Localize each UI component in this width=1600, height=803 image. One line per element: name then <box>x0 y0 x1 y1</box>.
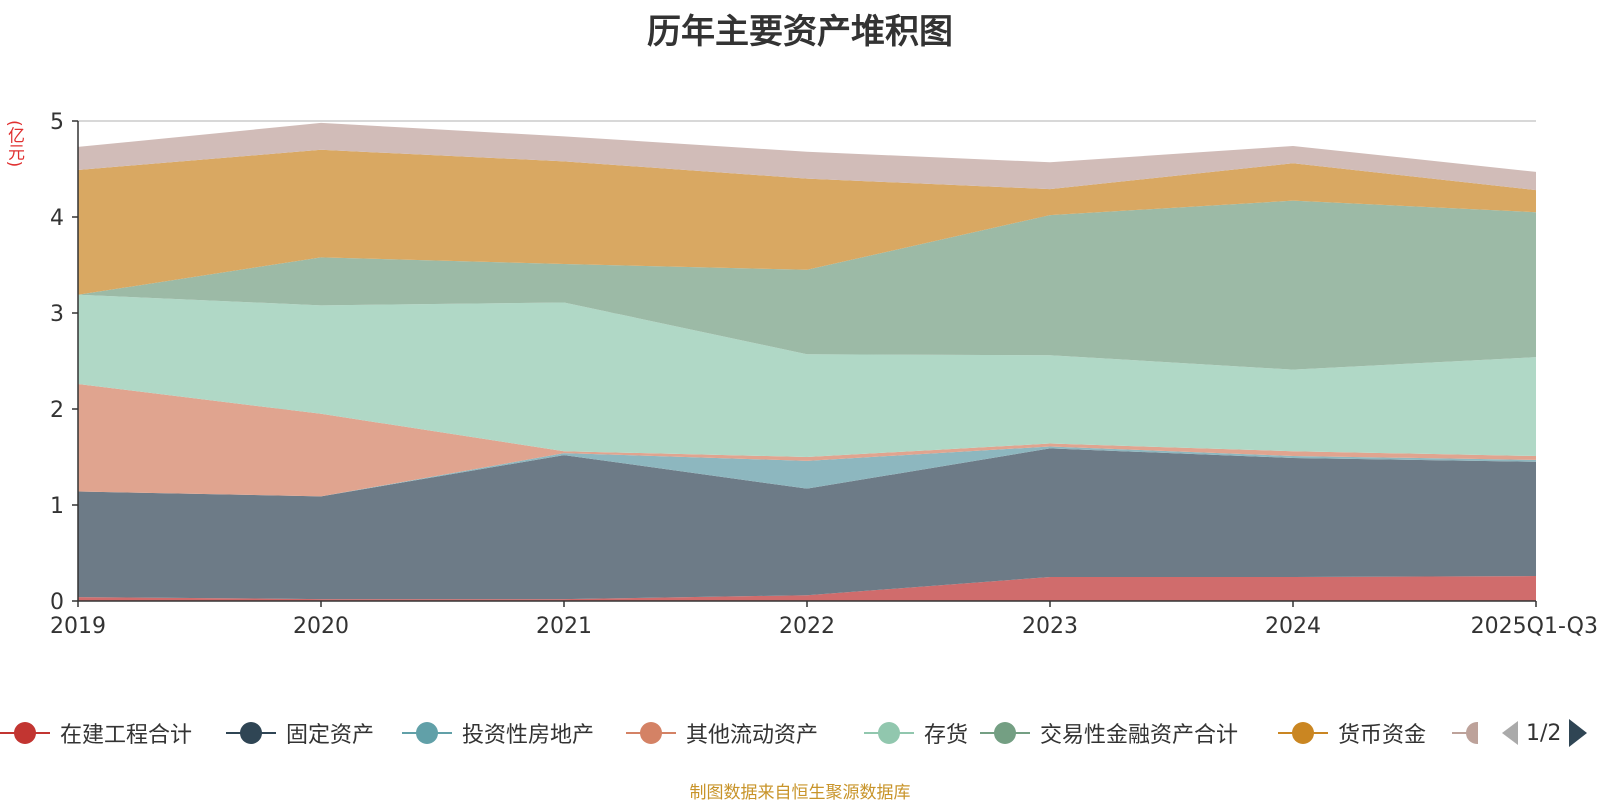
legend-label: 投资性房地产 <box>462 723 595 748</box>
legend-marker-icon <box>864 722 914 744</box>
y-tick-label: 2 <box>50 398 64 423</box>
triangle-left-icon[interactable] <box>1500 719 1520 747</box>
y-tick-label: 0 <box>50 590 64 615</box>
y-tick-label: 1 <box>50 494 64 519</box>
legend-label: 在建工程合计 <box>60 723 193 748</box>
legend-pager: 1/2 <box>1500 716 1589 750</box>
x-tick-label: 2025Q1-Q3 <box>1471 614 1598 639</box>
legend-marker-icon <box>0 722 50 744</box>
area-存货 <box>78 294 1536 457</box>
y-tick-label: 4 <box>50 206 64 231</box>
legend-marker-icon <box>980 722 1030 744</box>
chart-title: 历年主要资产堆积图 <box>647 12 953 52</box>
area-交易性金融资产合计 <box>78 200 1536 370</box>
data-source-note: 制图数据来自恒生聚源数据库 <box>689 783 911 803</box>
legend: 在建工程合计 固定资产 投资性房地产 其他流动资产 存货 交易性金融资产合计 货币资金 <box>0 716 1600 750</box>
legend-item[interactable]: 货币资金 <box>1278 716 1426 750</box>
legend-item[interactable]: 其他流动资产 <box>626 716 818 750</box>
legend-item[interactable] <box>1452 716 1478 750</box>
x-tick-labels: 2019 2020 2021 2022 2023 2024 2025Q1-Q3 <box>50 601 1598 639</box>
legend-label: 交易性金融资产合计 <box>1040 723 1239 748</box>
legend-label: 存货 <box>924 723 969 748</box>
triangle-right-icon[interactable] <box>1567 717 1589 749</box>
y-tick-label: 3 <box>50 302 64 327</box>
legend-marker-icon <box>1278 722 1328 744</box>
legend-marker-icon <box>402 722 452 744</box>
x-tick-label: 2019 <box>50 614 106 639</box>
legend-label: 其他流动资产 <box>686 723 819 748</box>
y-axis-unit: (亿元) <box>4 120 24 168</box>
x-tick-label: 2020 <box>293 614 349 639</box>
legend-item[interactable]: 投资性房地产 <box>402 716 594 750</box>
legend-item[interactable]: 交易性金融资产合计 <box>980 716 1238 750</box>
legend-item[interactable]: 存货 <box>864 716 968 750</box>
legend-label: 货币资金 <box>1338 723 1427 748</box>
legend-label: 固定资产 <box>286 723 375 748</box>
x-tick-label: 2024 <box>1265 614 1321 639</box>
legend-item[interactable]: 固定资产 <box>226 716 374 750</box>
area-固定资产 <box>78 448 1536 600</box>
y-tick-labels: 0 1 2 3 4 5 <box>50 110 64 615</box>
y-tick-label: 5 <box>50 110 64 135</box>
legend-item[interactable]: 在建工程合计 <box>0 716 192 750</box>
legend-marker-icon <box>226 722 276 744</box>
legend-marker-icon <box>626 722 676 744</box>
legend-page-indicator: 1/2 <box>1526 720 1562 746</box>
stacked-area-chart: 0 1 2 3 4 5 2019 2020 2021 2022 2023 2024 2025Q1-Q3 <box>50 110 1598 639</box>
area-投资性房地产 <box>78 446 1536 497</box>
area-货币资金 <box>78 149 1536 295</box>
area-其他流动资产 <box>78 384 1536 497</box>
area-series <box>78 122 1536 601</box>
area-其他 <box>78 122 1536 191</box>
x-tick-label: 2021 <box>536 614 592 639</box>
x-tick-label: 2022 <box>779 614 835 639</box>
x-tick-label: 2023 <box>1022 614 1078 639</box>
area-在建工程合计 <box>78 576 1536 601</box>
legend-marker-icon <box>1452 722 1478 744</box>
